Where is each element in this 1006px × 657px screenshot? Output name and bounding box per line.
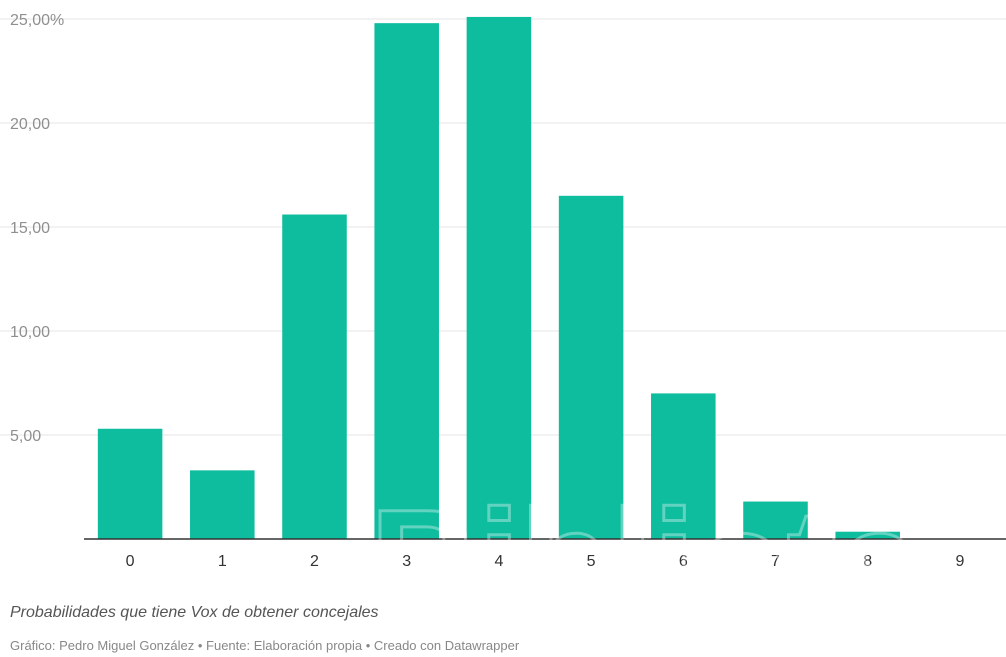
x-tick-label: 7 <box>771 553 780 570</box>
bar <box>97 428 163 539</box>
chart-svg: 5,00 10,00 15,00 20,00 25,00% 0 1 2 3 4 5 6 7 8 9 <box>0 12 1006 570</box>
bar <box>190 470 255 539</box>
x-tick-label: 8 <box>863 553 872 570</box>
bar <box>282 214 347 539</box>
y-tick-label: 15,00 <box>10 220 50 237</box>
bar <box>374 23 439 540</box>
y-tick-label: 5,00 <box>10 428 41 445</box>
x-tick-label: 5 <box>587 553 596 570</box>
x-tick-label: 2 <box>310 553 319 570</box>
y-tick-label: 25,00% <box>10 12 64 29</box>
x-tick-label: 0 <box>126 553 135 570</box>
bar <box>558 195 624 540</box>
bar <box>835 531 900 539</box>
x-tick-label: 9 <box>955 553 964 570</box>
x-tick-label: 4 <box>494 553 503 570</box>
x-tick-label: 1 <box>218 553 227 570</box>
bar-chart: 5,00 10,00 15,00 20,00 25,00% 0 1 2 3 4 5 6 7 8 9 <box>0 12 1006 570</box>
y-tick-label: 10,00 <box>10 324 50 341</box>
bar <box>651 393 716 539</box>
bar <box>743 501 808 539</box>
y-tick-label: 20,00 <box>10 116 50 133</box>
chart-note: Probabilidades que tiene Vox de obtener … <box>10 604 379 621</box>
x-tick-label: 6 <box>679 553 688 570</box>
x-tick-label: 3 <box>402 553 411 570</box>
chart-credit: Gráfico: Pedro Miguel González • Fuente:… <box>10 638 520 653</box>
bar <box>466 16 532 540</box>
